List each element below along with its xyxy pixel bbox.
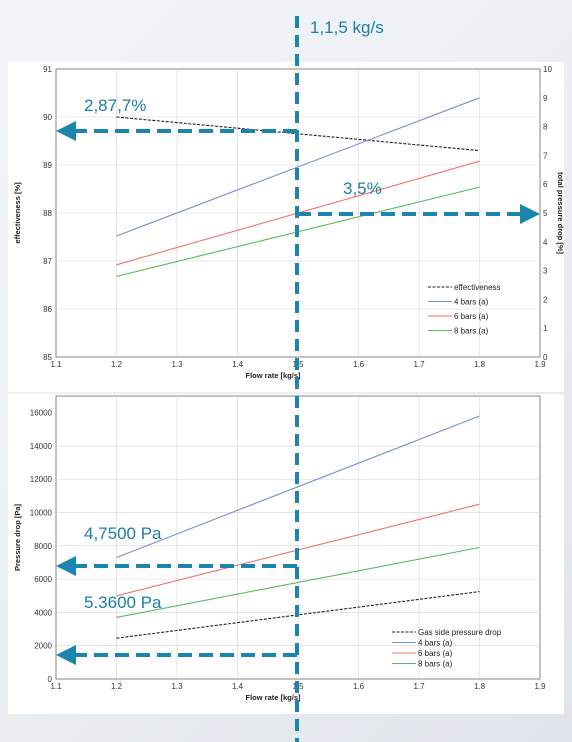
x-tick-label: 1.9 [534, 360, 546, 369]
vertical-line-label: 1,1,5 kg/s [310, 18, 384, 37]
y2-axis-label: total pressure drop [%] [556, 172, 565, 255]
x-tick-label: 1.8 [474, 360, 486, 369]
y2-tick-label: 0 [543, 353, 548, 362]
y-tick-label: 91 [43, 65, 52, 74]
x-tick-label: 1.6 [353, 360, 365, 369]
x-tick-label: 1.3 [171, 682, 183, 691]
y-tick-label: 6000 [34, 575, 52, 584]
y-tick-label: 89 [43, 161, 52, 170]
y2-tick-label: 5 [543, 209, 548, 218]
series-line [116, 415, 480, 559]
x-axis-label: Flow rate [kg/s] [245, 693, 301, 702]
y-tick-label: 8000 [34, 542, 52, 551]
bottom-lower-annotation: 5.3600 Pa [84, 593, 162, 612]
x-tick-label: 1.8 [474, 682, 486, 691]
legend-entry: Gas side pressure drop [418, 628, 502, 637]
y-tick-label: 88 [43, 209, 52, 218]
legend-entry: 8 bars (a) [418, 660, 453, 669]
y-tick-label: 14000 [30, 442, 53, 451]
legend-entry: 4 bars (a) [418, 639, 453, 648]
series-line [116, 546, 480, 618]
y-tick-label: 2000 [34, 642, 52, 651]
y2-tick-label: 9 [543, 94, 548, 103]
y2-tick-label: 2 [543, 295, 548, 304]
legend-entry: 8 bars (a) [454, 327, 489, 336]
top-right-arrowhead-icon [520, 204, 540, 224]
y2-tick-label: 3 [543, 267, 548, 276]
x-tick-label: 1.1 [50, 360, 62, 369]
y2-tick-label: 1 [543, 324, 548, 333]
top-left-arrowhead-icon [56, 121, 76, 141]
y-axis-label: Pressure drop [Pa] [13, 503, 22, 571]
top-left-annotation: 2,87,7% [84, 96, 146, 115]
annotation-overlay: 1,1,5 kg/s 2,87,7% 3,5% 4,7500 Pa 5.3600… [56, 16, 540, 742]
x-tick-label: 1.9 [534, 682, 546, 691]
y-tick-label: 86 [43, 305, 52, 314]
x-tick-label: 1.4 [232, 682, 244, 691]
y-tick-label: 16000 [30, 409, 53, 418]
x-tick-label: 1.2 [111, 682, 123, 691]
x-tick-label: 1.2 [111, 360, 123, 369]
x-tick-label: 1.7 [413, 682, 425, 691]
x-tick-label: 1.1 [50, 682, 62, 691]
y-tick-label: 90 [43, 113, 52, 122]
y-tick-label: 4000 [34, 608, 52, 617]
y2-tick-label: 4 [543, 238, 548, 247]
legend-entry: 6 bars (a) [418, 649, 453, 658]
legend-entry: 6 bars (a) [454, 312, 489, 321]
x-tick-label: 1.4 [232, 360, 244, 369]
y2-tick-label: 10 [543, 65, 552, 74]
y-tick-label: 12000 [30, 475, 53, 484]
bottom-upper-annotation: 4,7500 Pa [84, 524, 162, 543]
y-axis-label: effectiveness [%] [13, 182, 22, 244]
y-tick-label: 85 [43, 353, 52, 362]
y2-tick-label: 8 [543, 123, 548, 132]
x-tick-label: 1.3 [171, 360, 183, 369]
y2-tick-label: 7 [543, 151, 548, 160]
bottom-chart: 1.1 1.2 1.3 1.4 1.5 1.6 1.7 1.8 1.90200040006000… [13, 395, 546, 702]
y2-tick-label: 6 [543, 180, 548, 189]
legend-entry: 4 bars (a) [454, 298, 489, 307]
bottom-lower-arrowhead-icon [56, 645, 76, 665]
y-tick-label: 0 [48, 675, 53, 684]
top-right-annotation: 3,5% [343, 179, 382, 198]
y-tick-label: 87 [43, 257, 52, 266]
x-axis-label: Flow rate [kg/s] [245, 371, 301, 380]
x-tick-label: 1.6 [353, 682, 365, 691]
x-tick-label: 1.7 [413, 360, 425, 369]
series-line [116, 97, 480, 237]
legend-entry: effectiveness [454, 283, 501, 292]
y-tick-label: 10000 [30, 509, 53, 518]
bottom-upper-arrowhead-icon [56, 556, 76, 576]
